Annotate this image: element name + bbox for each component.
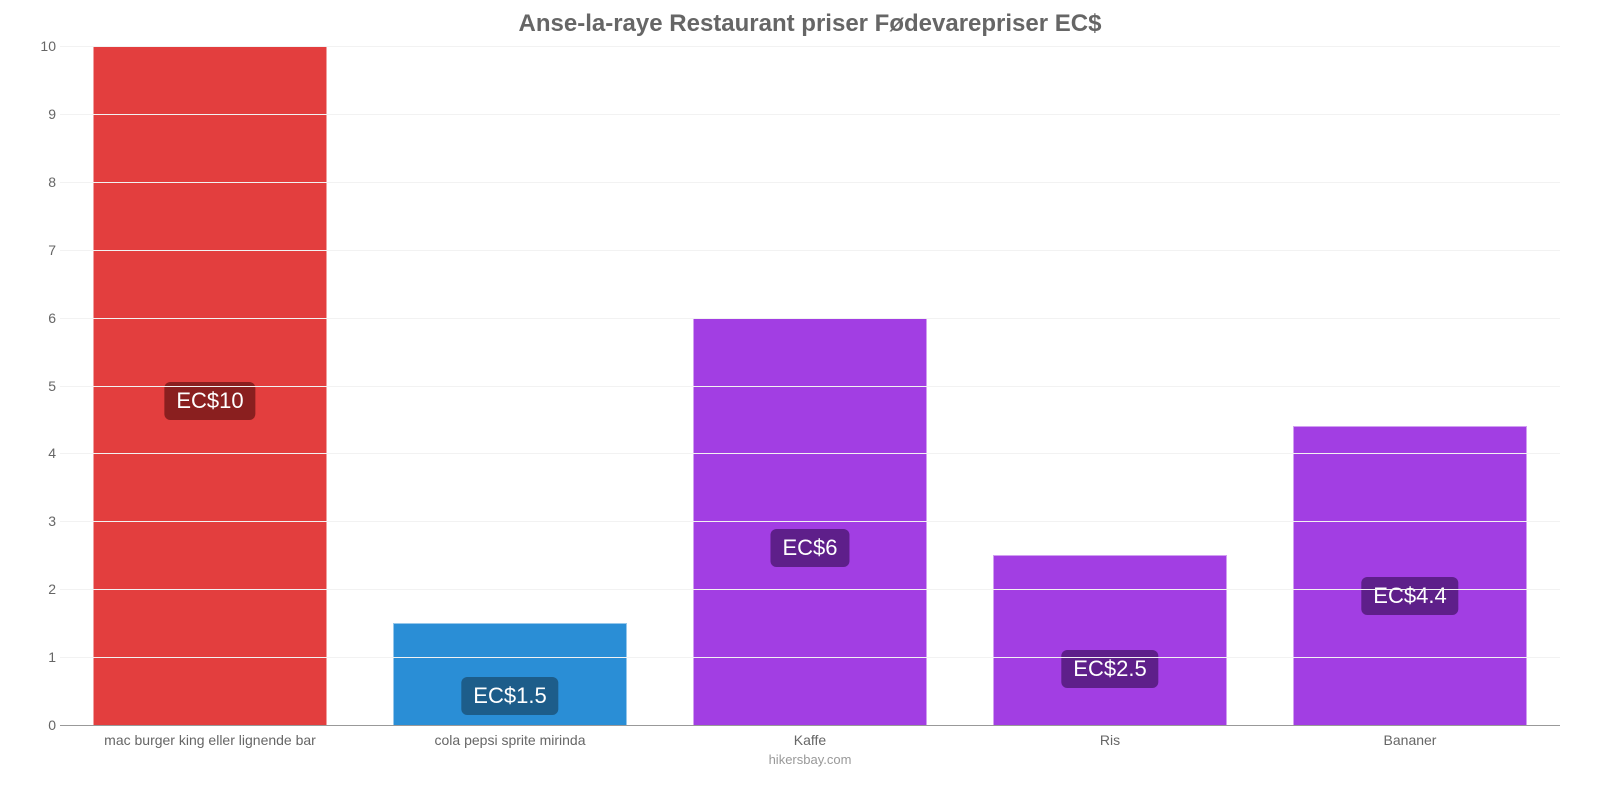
grid-line — [60, 182, 1560, 183]
price-chart: Anse-la-raye Restaurant priser Fødevarep… — [0, 0, 1600, 800]
grid-line — [60, 46, 1560, 47]
bar-ris: EC$2.5 — [993, 555, 1227, 725]
bar-cola: EC$1.5 — [393, 623, 627, 725]
y-tick-label: 8 — [30, 174, 56, 190]
bar-bananer: EC$4.4 — [1293, 426, 1527, 725]
y-tick-label: 10 — [30, 38, 56, 54]
value-badge: EC$10 — [164, 382, 255, 420]
y-tick-label: 6 — [30, 310, 56, 326]
value-badge: EC$2.5 — [1061, 650, 1158, 688]
x-label: mac burger king eller lignende bar — [60, 732, 360, 748]
x-label: Kaffe — [660, 732, 960, 748]
grid-line — [60, 318, 1560, 319]
y-tick-label: 7 — [30, 242, 56, 258]
plot-area: EC$10 EC$1.5 EC$6 EC$2.5 EC$4.4 — [60, 46, 1560, 726]
y-tick-label: 2 — [30, 581, 56, 597]
grid-line — [60, 114, 1560, 115]
y-tick-label: 0 — [30, 717, 56, 733]
grid-line — [60, 657, 1560, 658]
x-label: Ris — [960, 732, 1260, 748]
grid-line — [60, 589, 1560, 590]
x-axis-labels: mac burger king eller lignende bar cola … — [60, 732, 1560, 748]
x-label: cola pepsi sprite mirinda — [360, 732, 660, 748]
grid-line — [60, 521, 1560, 522]
grid-line — [60, 250, 1560, 251]
chart-title: Anse-la-raye Restaurant priser Fødevarep… — [60, 10, 1560, 38]
y-tick-label: 1 — [30, 649, 56, 665]
value-badge: EC$4.4 — [1361, 577, 1458, 615]
y-tick-label: 3 — [30, 513, 56, 529]
grid-line — [60, 386, 1560, 387]
x-label: Bananer — [1260, 732, 1560, 748]
y-tick-label: 9 — [30, 106, 56, 122]
source-label: hikersbay.com — [60, 752, 1560, 767]
grid-line — [60, 453, 1560, 454]
y-tick-label: 4 — [30, 445, 56, 461]
y-tick-label: 5 — [30, 378, 56, 394]
value-badge: EC$6 — [770, 529, 849, 567]
value-badge: EC$1.5 — [461, 677, 558, 715]
